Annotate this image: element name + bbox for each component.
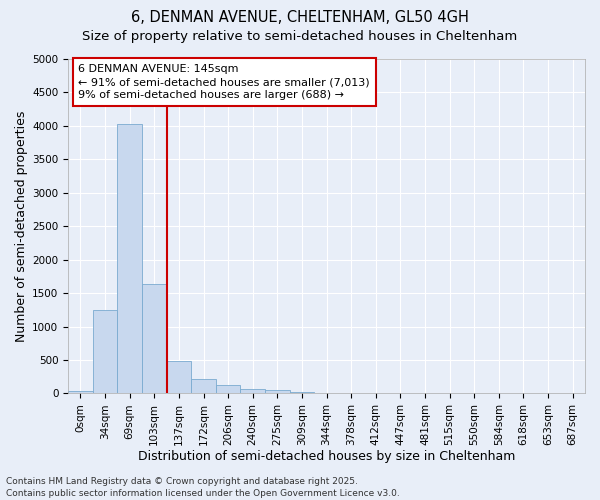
Bar: [290, 392, 314, 394]
Bar: [167, 360, 191, 394]
Text: 6, DENMAN AVENUE, CHELTENHAM, GL50 4GH: 6, DENMAN AVENUE, CHELTENHAM, GL50 4GH: [131, 10, 469, 25]
Text: Contains HM Land Registry data © Crown copyright and database right 2025.
Contai: Contains HM Land Registry data © Crown c…: [6, 476, 400, 498]
Bar: [314, 393, 339, 394]
Bar: [68, 392, 93, 394]
Bar: [265, 390, 290, 394]
Text: Size of property relative to semi-detached houses in Cheltenham: Size of property relative to semi-detach…: [82, 30, 518, 43]
Y-axis label: Number of semi-detached properties: Number of semi-detached properties: [15, 110, 28, 342]
Bar: [118, 124, 142, 394]
Text: 6 DENMAN AVENUE: 145sqm
← 91% of semi-detached houses are smaller (7,013)
9% of : 6 DENMAN AVENUE: 145sqm ← 91% of semi-de…: [79, 64, 370, 100]
X-axis label: Distribution of semi-detached houses by size in Cheltenham: Distribution of semi-detached houses by …: [138, 450, 515, 462]
Bar: [142, 284, 167, 394]
Bar: [241, 389, 265, 394]
Bar: [216, 385, 241, 394]
Bar: [93, 310, 118, 394]
Bar: [191, 379, 216, 394]
